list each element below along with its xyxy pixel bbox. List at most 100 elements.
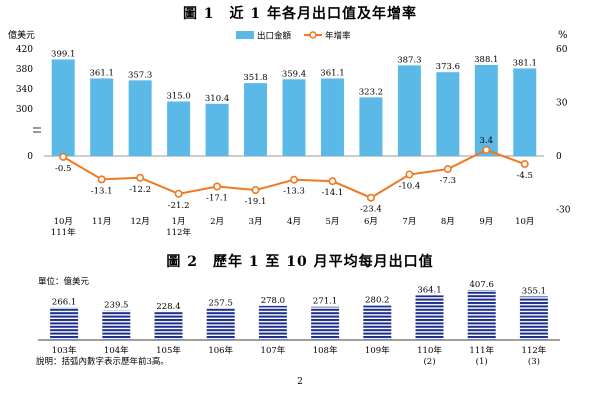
export-bar bbox=[397, 65, 421, 156]
bar-value-label: 399.1 bbox=[51, 49, 75, 59]
growth-rate-point bbox=[482, 145, 491, 154]
average-export-bar bbox=[206, 308, 235, 340]
growth-rate-label: -0.5 bbox=[55, 164, 71, 174]
left-tick-label: 300 bbox=[16, 105, 33, 115]
growth-rate-point bbox=[405, 170, 414, 179]
category-label: 10月 bbox=[54, 217, 73, 227]
bar-value-label: 315.0 bbox=[166, 92, 190, 102]
growth-rate-label: -23.4 bbox=[360, 205, 382, 215]
bar-value-label: 357.3 bbox=[128, 70, 152, 80]
right-tick-label: -30 bbox=[556, 206, 571, 216]
bar-value-label: 323.2 bbox=[359, 87, 383, 97]
left-tick-label: 420 bbox=[16, 45, 33, 55]
bar-value-label: 381.1 bbox=[513, 58, 537, 68]
figure1-title: 圖 1 近 1 年各月出口值及年增率 bbox=[182, 6, 418, 22]
category-label: 12月 bbox=[130, 217, 149, 227]
average-export-bar bbox=[258, 305, 287, 340]
growth-rate-label: -14.1 bbox=[322, 188, 344, 198]
growth-rate-label: -7.3 bbox=[440, 176, 456, 186]
category-label: (2) bbox=[423, 356, 435, 367]
growth-rate-label: 3.4 bbox=[480, 136, 494, 146]
growth-rate-point bbox=[174, 189, 183, 198]
export-bar bbox=[205, 103, 229, 156]
bar-value-label: 387.3 bbox=[397, 55, 421, 65]
figure2-title: 圖 2 歷年 1 至 10 月平均每月出口值 bbox=[166, 254, 434, 270]
bar-value-label: 388.1 bbox=[474, 55, 498, 65]
category-label: 112年 bbox=[166, 227, 191, 238]
left-tick-label: 380 bbox=[16, 65, 33, 75]
category-label: 10月 bbox=[515, 217, 534, 227]
category-label: 7月 bbox=[402, 217, 416, 227]
export-bar bbox=[51, 59, 75, 157]
bar-value-label: 239.5 bbox=[104, 301, 128, 311]
category-label: 107年 bbox=[261, 345, 286, 356]
growth-rate-point bbox=[59, 152, 68, 161]
left-tick-label: 0 bbox=[27, 152, 33, 162]
right-tick-label: 60 bbox=[556, 45, 568, 55]
growth-rate-point bbox=[213, 182, 222, 191]
category-label: 5月 bbox=[326, 217, 340, 227]
category-label: (1) bbox=[476, 356, 488, 367]
growth-rate-label: -19.1 bbox=[245, 197, 267, 207]
page-number: 2 bbox=[297, 377, 303, 387]
category-label: 4月 bbox=[287, 217, 301, 227]
export-bar bbox=[359, 97, 383, 156]
left-tick-label: 340 bbox=[16, 85, 33, 95]
growth-rate-label: -12.2 bbox=[129, 185, 151, 195]
bar-value-label: 364.1 bbox=[417, 285, 441, 295]
growth-rate-point bbox=[328, 177, 337, 186]
category-label: 11月 bbox=[92, 217, 111, 227]
legend-line-label: 年增率 bbox=[325, 31, 351, 42]
growth-rate-point bbox=[520, 160, 529, 169]
chart1-labels: 399.1 361.1 357.3 315.0 310.4 351.8 359.4 361.1… bbox=[51, 49, 537, 238]
legend-bar-swatch bbox=[236, 31, 254, 39]
category-label: 110年 bbox=[417, 345, 442, 356]
category-label: (3) bbox=[528, 356, 540, 367]
average-export-bar bbox=[467, 290, 496, 340]
bar-value-label: 228.4 bbox=[156, 302, 180, 312]
category-label: 9月 bbox=[479, 217, 493, 227]
category-label: 106年 bbox=[208, 345, 233, 356]
export-bar bbox=[513, 68, 537, 156]
growth-rate-label: -13.3 bbox=[283, 187, 305, 197]
growth-rate-label: -10.4 bbox=[398, 182, 420, 192]
growth-rate-label: -17.1 bbox=[206, 193, 228, 203]
annual-average-chart: 單位：億美元 266.1 239.5 228.4 257.5 278.0 271.1 280.… bbox=[38, 276, 560, 367]
bar-value-label: 359.4 bbox=[282, 69, 306, 79]
footnote: 說明：括弧內數字表示歷年前3高。 bbox=[36, 357, 169, 367]
export-bar bbox=[282, 79, 306, 156]
chart1-legend: 出口金額 年增率 bbox=[236, 31, 351, 42]
bar-value-label: 373.6 bbox=[436, 62, 460, 72]
category-label: 109年 bbox=[365, 345, 390, 356]
average-export-bar bbox=[519, 296, 548, 340]
export-bar bbox=[474, 64, 498, 156]
bar-value-label: 407.6 bbox=[470, 280, 494, 290]
growth-rate-label: -21.2 bbox=[168, 201, 190, 211]
category-label: 108年 bbox=[313, 345, 338, 356]
bar-value-label: 278.0 bbox=[261, 296, 285, 306]
export-bar bbox=[90, 78, 114, 156]
growth-rate-point bbox=[251, 186, 260, 195]
average-export-bar bbox=[50, 307, 79, 340]
category-label: 6月 bbox=[364, 217, 378, 227]
export-bar bbox=[128, 80, 152, 156]
category-label: 111年 bbox=[469, 345, 494, 356]
category-label: 8月 bbox=[441, 217, 455, 227]
category-label: 2月 bbox=[210, 217, 224, 227]
growth-rate-point bbox=[289, 175, 298, 184]
chart1-line bbox=[59, 145, 529, 202]
category-label: 3月 bbox=[249, 217, 263, 227]
category-label: 112年 bbox=[522, 345, 547, 356]
average-export-bar bbox=[363, 305, 392, 340]
export-bar bbox=[436, 72, 460, 156]
bar-value-label: 257.5 bbox=[209, 298, 233, 308]
right-tick-label: 30 bbox=[556, 99, 568, 109]
bar-value-label: 280.2 bbox=[365, 296, 389, 306]
bar-value-label: 310.4 bbox=[205, 94, 229, 104]
export-bar bbox=[244, 83, 268, 156]
bar-value-label: 271.1 bbox=[313, 297, 337, 307]
growth-rate-label: -4.5 bbox=[517, 171, 533, 181]
average-export-bar bbox=[311, 306, 340, 340]
category-label: 105年 bbox=[156, 345, 181, 356]
